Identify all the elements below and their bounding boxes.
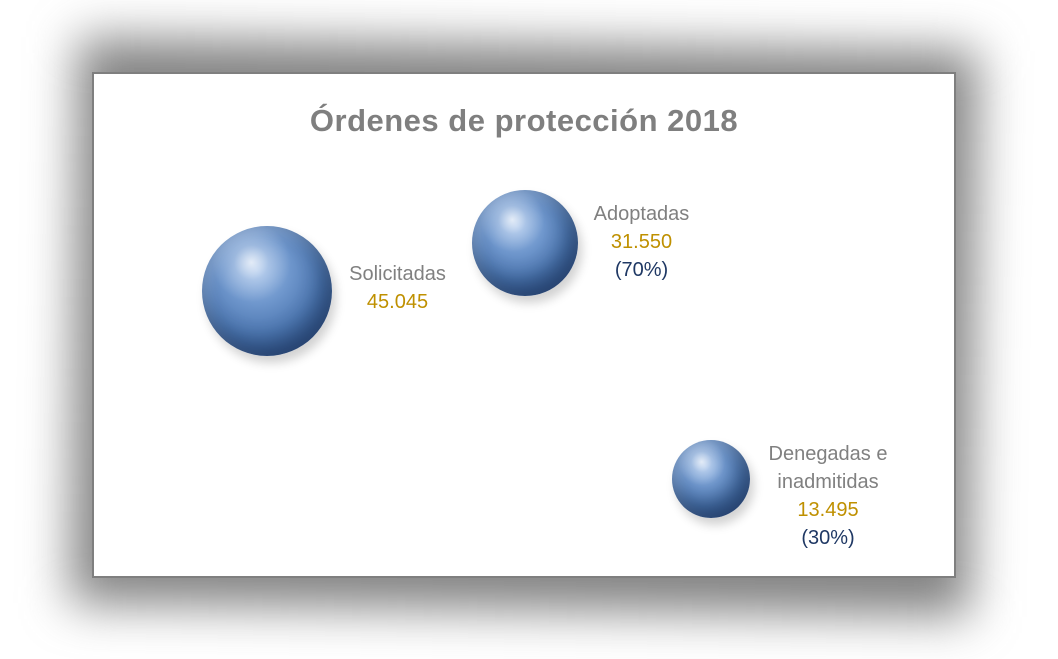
category-label: Denegadas e inadmitidas (768, 443, 888, 493)
percent-label: (70%) (614, 259, 669, 281)
data-label-adoptadas: Adoptadas 31.550 (70%) (574, 200, 709, 284)
data-label-denegadas: Denegadas e inadmitidas 13.495 (30%) (750, 440, 906, 552)
bubble-adoptadas (472, 190, 578, 296)
category-label: Solicitadas (349, 263, 446, 285)
data-label-solicitadas: Solicitadas 45.045 (330, 260, 465, 316)
bubble-solicitadas (202, 226, 332, 356)
category-label: Adoptadas (593, 203, 690, 225)
value-label: 13.495 (797, 499, 859, 521)
percent-label: (30%) (801, 527, 855, 549)
value-label: 31.550 (610, 231, 673, 253)
chart-panel: Órdenes de protección 2018 Solicitadas 4… (92, 72, 956, 578)
chart-title: Órdenes de protección 2018 (309, 103, 739, 138)
bubble-denegadas (672, 440, 750, 518)
value-label: 45.045 (366, 291, 429, 313)
